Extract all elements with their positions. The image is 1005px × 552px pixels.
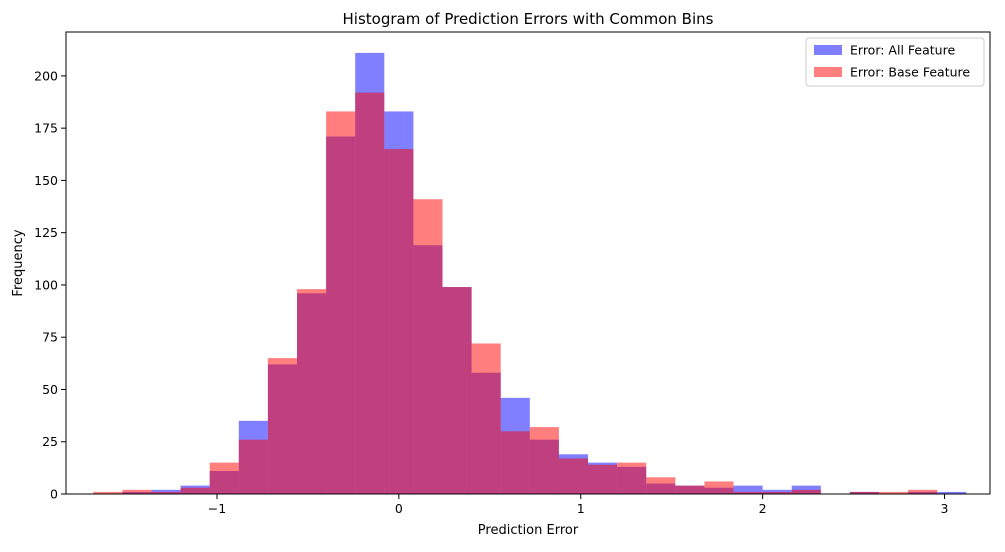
plot-frame (65, 31, 991, 495)
chart-title: Histogram of Prediction Errors with Comm… (343, 10, 714, 28)
bar-error-base-feature-22 (733, 491, 763, 494)
legend-label-all-feature: Error: All Feature (850, 43, 955, 58)
bar-error-base-feature-4 (209, 462, 239, 494)
bar-error-base-feature-16 (558, 458, 589, 494)
x-tick-label: 2 (759, 501, 767, 516)
bar-error-base-feature-14 (500, 431, 530, 494)
x-axis-label: Prediction Error (478, 523, 579, 538)
y-tick-label: 200 (34, 68, 58, 83)
y-axis: 0 25 50 75 100 125 150 175 200 (34, 68, 66, 502)
bar-error-base-feature-18 (617, 462, 647, 494)
legend-swatch-all-feature (814, 45, 842, 55)
y-tick-label: 125 (34, 225, 58, 240)
bar-error-all-feature-22 (733, 485, 763, 494)
legend-label-base-feature: Error: Base Feature (850, 65, 970, 80)
x-tick-label: 0 (395, 501, 403, 516)
bar-error-base-feature-9 (355, 92, 385, 494)
bar-error-base-feature-28 (908, 489, 938, 494)
bar-error-base-feature-11 (413, 199, 443, 495)
bar-error-base-feature-10 (384, 149, 414, 494)
bar-error-base-feature-24 (791, 489, 821, 494)
bar-error-base-feature-6 (267, 358, 297, 494)
bar-error-base-feature-12 (442, 287, 472, 494)
x-tick-label: 1 (577, 501, 585, 516)
bar-error-base-feature-15 (529, 427, 559, 494)
bar-error-base-feature-23 (762, 491, 792, 494)
bar-error-base-feature-17 (588, 464, 618, 494)
bar-error-base-feature-13 (471, 343, 501, 494)
y-tick-label: 175 (34, 121, 58, 136)
bar-error-base-feature-27 (879, 491, 909, 494)
bars-layer (93, 52, 967, 495)
bar-error-base-feature-26 (849, 491, 880, 494)
bar-error-base-feature-21 (704, 481, 734, 494)
x-axis: −1 0 1 2 3 (208, 494, 949, 516)
bar-error-all-feature-29 (937, 491, 967, 494)
bar-error-base-feature-0 (93, 491, 123, 494)
bar-error-all-feature-23 (762, 489, 792, 494)
y-tick-label: 50 (42, 382, 58, 397)
y-axis-label: Frequency (11, 229, 26, 296)
bar-error-base-feature-7 (297, 289, 327, 494)
legend-box (805, 37, 985, 87)
x-tick-label: −1 (208, 501, 226, 516)
legend: Error: All Feature Error: Base Feature (805, 37, 985, 87)
bar-error-base-feature-3 (180, 487, 210, 494)
y-tick-label: 0 (50, 487, 58, 502)
y-tick-label: 25 (42, 434, 58, 449)
bar-error-base-feature-1 (122, 489, 152, 494)
bar-error-base-feature-19 (646, 477, 676, 494)
bar-error-base-feature-5 (238, 439, 268, 494)
bar-error-all-feature-2 (151, 489, 181, 494)
bar-error-base-feature-20 (675, 485, 705, 494)
bar-error-base-feature-8 (326, 111, 356, 495)
y-tick-label: 100 (34, 277, 58, 292)
bar-error-base-feature-2 (151, 491, 181, 494)
y-tick-label: 150 (34, 173, 58, 188)
legend-swatch-base-feature (814, 67, 842, 77)
y-tick-label: 75 (42, 330, 58, 345)
x-tick-label: 3 (941, 501, 949, 516)
